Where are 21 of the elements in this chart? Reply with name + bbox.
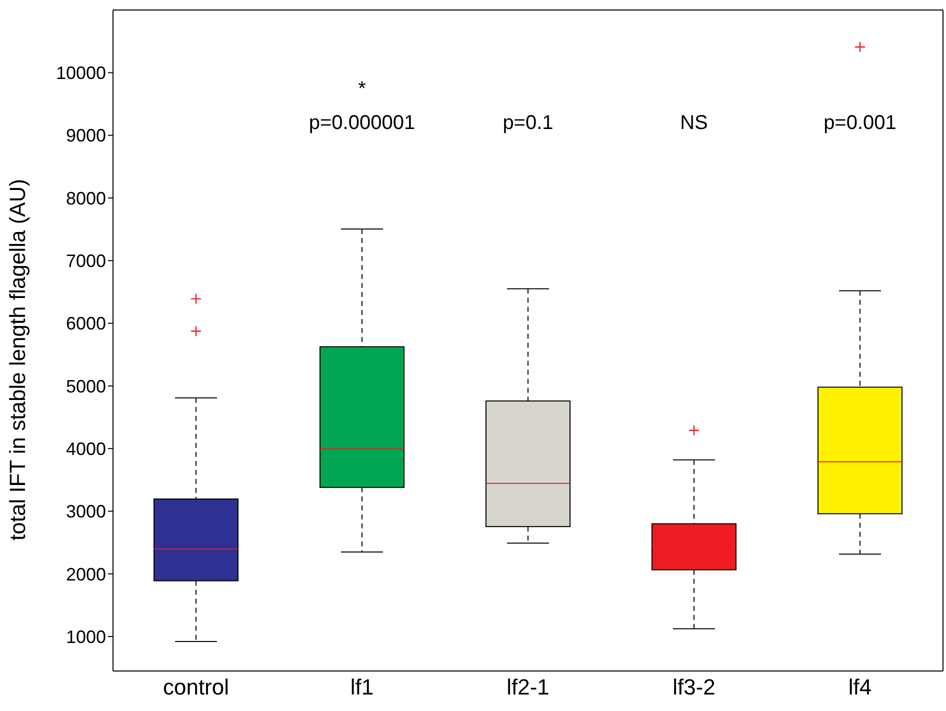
annotation: * <box>357 78 367 101</box>
x-tick-label: lf2-1 <box>506 674 550 700</box>
y-tick-label: 4000 <box>66 438 106 459</box>
y-tick-label: 3000 <box>66 502 106 522</box>
y-tick-label: 1000 <box>66 626 106 647</box>
annotation: p=0.1 <box>502 112 554 135</box>
y-tick-label: 8000 <box>66 188 106 208</box>
x-tick-label: lf1 <box>350 674 374 700</box>
x-tick-label: control <box>162 674 230 700</box>
y-tick-label: 7000 <box>66 251 106 272</box>
x-tick-label: lf3-2 <box>672 674 716 700</box>
y-tick-label: 9000 <box>66 126 106 146</box>
y-tick-label: 2000 <box>66 564 106 584</box>
annotation: NS <box>679 112 709 135</box>
y-axis-title: total IFT in stable length flagella (AU) <box>4 178 30 540</box>
y-tick-label: 5000 <box>66 376 106 396</box>
y-tick-label: 10000 <box>56 63 106 84</box>
annotation: p=0.001 <box>822 112 898 135</box>
y-tick-label: 6000 <box>66 314 106 334</box>
x-tick-label: lf4 <box>848 674 872 700</box>
annotation: p=0.000001 <box>308 112 416 135</box>
